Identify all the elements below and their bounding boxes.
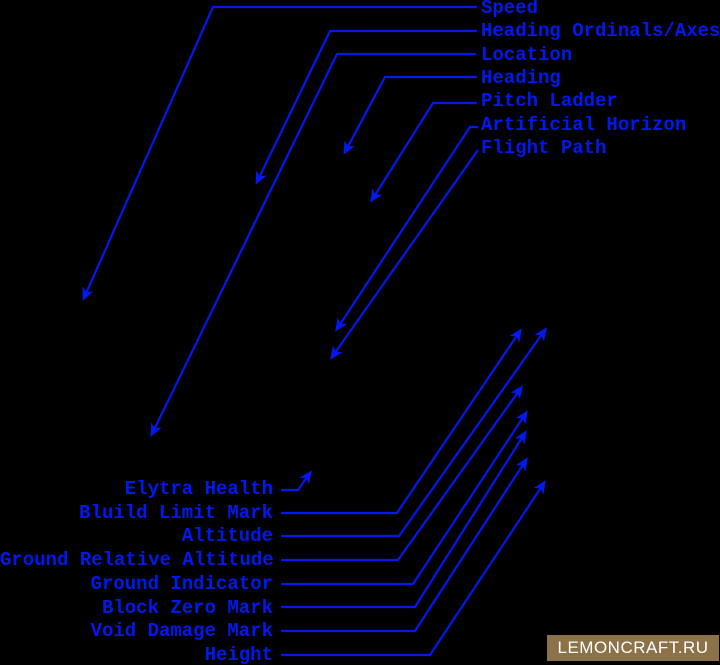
arrow-bluild-limit-mark — [281, 328, 522, 515]
arrow-elytra-health — [281, 470, 312, 492]
arrow-heading — [343, 75, 477, 155]
label-heading-ordinals-axes: Heading Ordinals/Axes — [481, 20, 720, 42]
label-location: Location — [481, 44, 573, 66]
label-ground-indicator: Ground Indicator — [90, 573, 273, 595]
arrow-block-zero-mark — [281, 430, 527, 609]
label-void-damage-mark: Void Damage Mark — [90, 620, 273, 642]
arrow-altitude — [281, 327, 547, 538]
label-ground-relative-altitude: Ground Relative Altitude — [0, 549, 274, 571]
arrow-ground-relative-altitude — [281, 385, 523, 562]
label-artificial-horizon: Artificial Horizon — [481, 114, 687, 136]
arrow-flight-path — [330, 149, 479, 360]
arrow-heading-ordinals-axes — [255, 29, 477, 185]
arrow-speed — [82, 5, 477, 302]
label-elytra-health: Elytra Health — [124, 478, 273, 500]
arrow-height — [281, 480, 546, 657]
arrow-location — [150, 52, 476, 437]
arrow-ground-indicator — [281, 410, 528, 586]
label-altitude: Altitude — [181, 525, 273, 547]
label-pitch-ladder: Pitch Ladder — [481, 90, 618, 112]
label-bluild-limit-mark: Bluild Limit Mark — [79, 502, 273, 524]
label-height: Height — [204, 644, 273, 665]
label-speed: Speed — [481, 0, 539, 19]
label-flight-path: Flight Path — [481, 137, 607, 159]
arrow-void-damage-mark — [281, 457, 528, 633]
arrow-artificial-horizon — [335, 125, 478, 332]
arrow-pitch-ladder — [370, 101, 477, 203]
label-heading: Heading — [481, 67, 561, 89]
label-block-zero-mark: Block Zero Mark — [101, 597, 273, 619]
watermark-lemoncraft: LEMONCRAFT.RU — [547, 635, 719, 661]
